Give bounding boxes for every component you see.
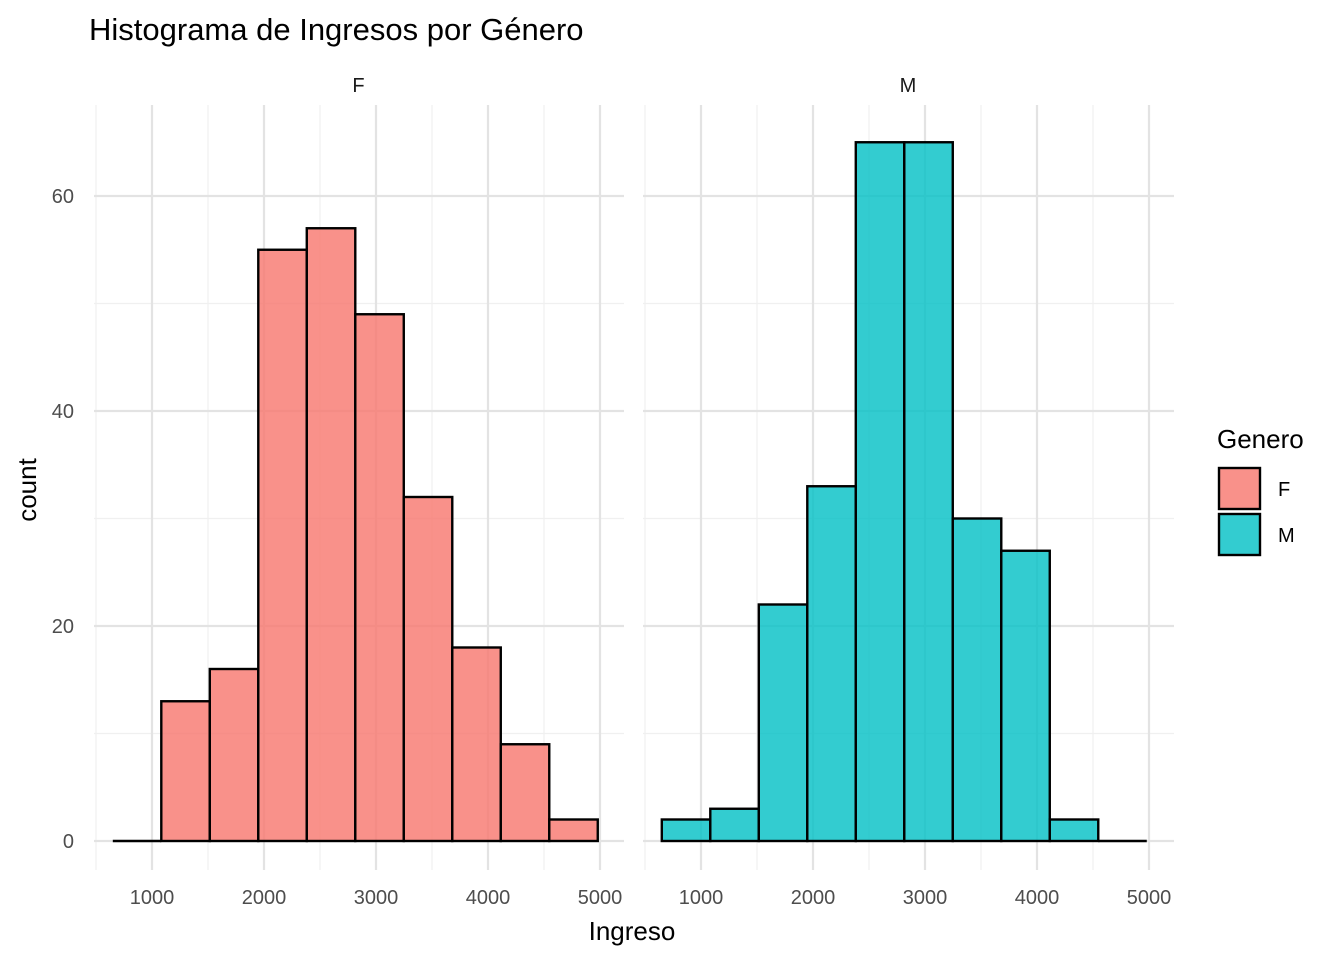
y-tick-label: 40: [52, 401, 74, 423]
histogram-bar: [160, 700, 211, 843]
y-tick-label: 60: [52, 186, 74, 208]
histogram-bar: [548, 818, 599, 843]
legend: Genero F M: [1217, 424, 1304, 557]
histogram-bar: [208, 667, 260, 843]
legend-label-F: F: [1278, 479, 1290, 501]
histogram-bar: [854, 141, 906, 843]
chart-title: Histograma de Ingresos por Género: [89, 12, 584, 47]
facet-strip-label-F: F: [352, 75, 364, 97]
x-tick-label: 4000: [1015, 887, 1060, 909]
histogram-bar: [1000, 549, 1051, 843]
legend-label-M: M: [1278, 525, 1295, 547]
histogram-bar: [354, 313, 405, 843]
histogram-bar: [757, 603, 809, 843]
x-tick-label: 1000: [130, 887, 175, 909]
x-tick-label: 5000: [578, 887, 623, 909]
x-axis-title: Ingreso: [589, 916, 676, 946]
histogram-bar: [402, 495, 454, 843]
x-tick-label: 3000: [903, 887, 948, 909]
x-tick-label: 5000: [1127, 887, 1172, 909]
legend-key-F: [1217, 466, 1262, 511]
x-tick-label: 2000: [242, 887, 287, 909]
histogram-bar: [257, 248, 308, 843]
histogram-bar: [806, 485, 857, 843]
legend-title: Genero: [1217, 424, 1304, 454]
histogram-bar: [951, 517, 1003, 843]
histogram-bar: [1048, 818, 1100, 843]
facet-panels: F 1000 2000 3000 4000 5000 M 1000 2000 3000 4000 50…: [94, 75, 1174, 909]
legend-key-M: [1217, 512, 1262, 557]
histogram-bar: [499, 743, 551, 843]
histogram-bar: [709, 807, 760, 843]
x-tick-label: 2000: [791, 887, 836, 909]
panel-M: M 1000 2000 3000 4000 5000: [643, 75, 1174, 909]
y-axis: 0 20 40 60: [52, 186, 74, 853]
y-tick-label: 20: [52, 616, 74, 638]
histogram-bar: [660, 818, 712, 843]
histogram-bar: [305, 227, 357, 843]
histogram-bar: [903, 141, 954, 843]
x-tick-label: 4000: [466, 887, 511, 909]
x-tick-label: 3000: [354, 887, 399, 909]
y-axis-title: count: [12, 457, 42, 521]
histogram-bar: [451, 646, 502, 843]
panel-F: F 1000 2000 3000 4000 5000: [94, 75, 624, 909]
x-tick-label: 1000: [679, 887, 724, 909]
y-tick-label: 0: [63, 831, 74, 853]
facet-strip-label-M: M: [900, 75, 917, 97]
